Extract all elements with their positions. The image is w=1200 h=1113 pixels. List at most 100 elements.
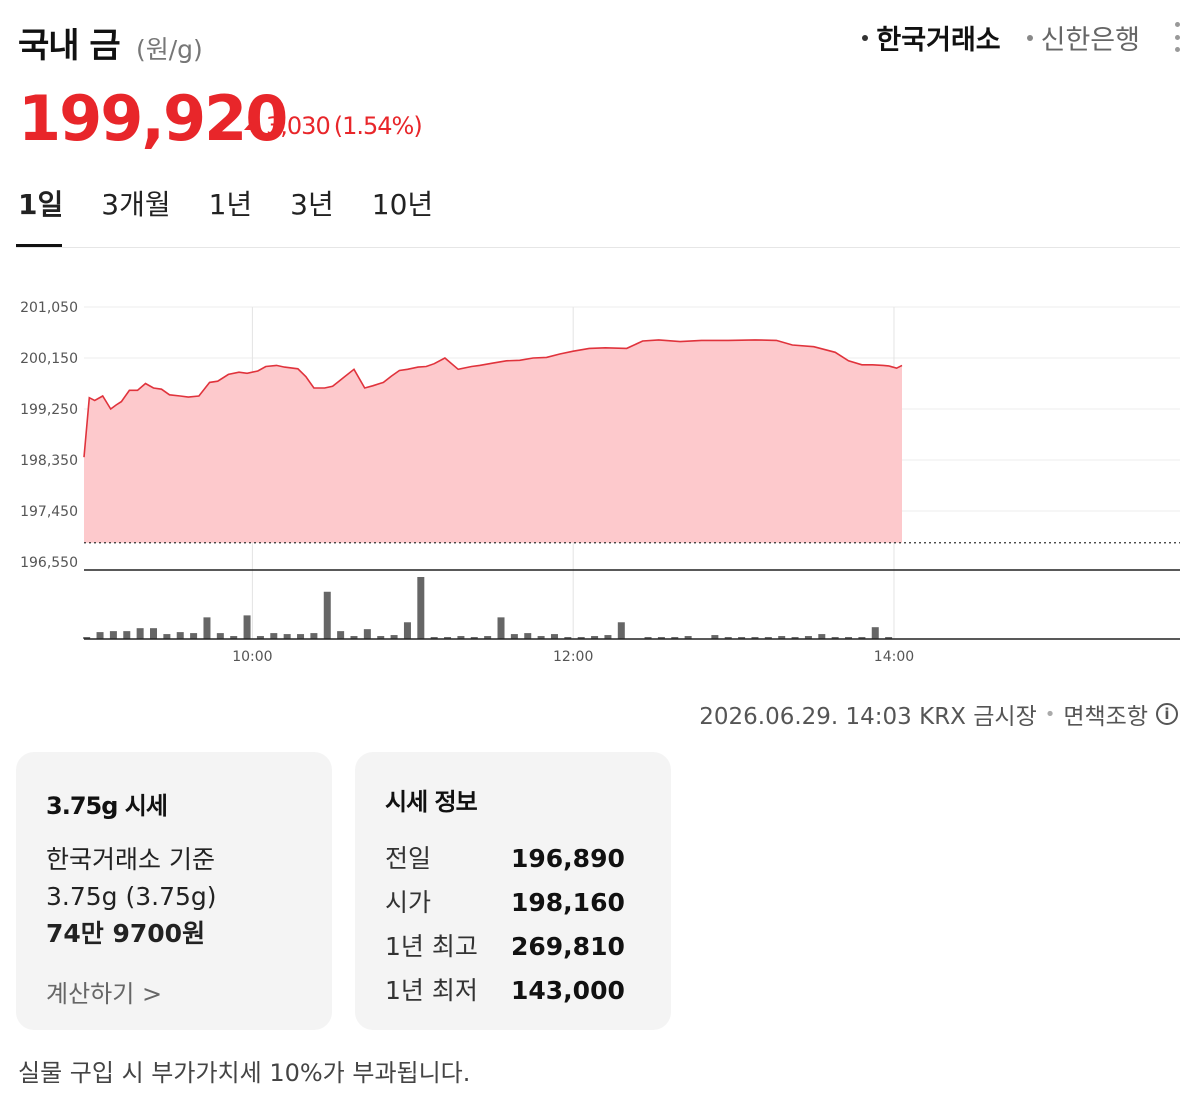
volume-bar	[537, 636, 545, 639]
exchange-krx[interactable]: 한국거래소	[862, 18, 1001, 57]
y-tick-label: 201,050	[20, 300, 78, 316]
y-tick-label: 199,250	[20, 402, 78, 418]
active-tab-indicator	[16, 244, 62, 247]
weight-text: 3.75g (3.75g)	[46, 882, 217, 911]
unit-label: (원/g)	[136, 35, 203, 64]
source-info: 2026.06.29. 14:03 KRX 금시장 • 면책조항 i	[699, 697, 1178, 731]
y-tick-label: 196,550	[20, 555, 78, 571]
volume-bar	[457, 636, 465, 639]
more-dot	[1174, 22, 1180, 27]
calculate-link[interactable]: 계산하기 >	[46, 980, 163, 1008]
volume-bar	[243, 615, 251, 639]
exchange-shinhan-label: 신한은행	[1040, 25, 1140, 56]
volume-bar	[577, 637, 585, 639]
info-label: 시가	[385, 888, 432, 917]
current-price: 199,920	[18, 82, 288, 155]
info-row-52w-low: 1년 최저 143,000	[385, 969, 641, 1013]
price-area	[84, 339, 902, 543]
y-tick-label: 200,150	[20, 351, 78, 367]
volume-bar	[203, 617, 211, 639]
change-percent: (1.54%)	[333, 112, 423, 140]
change-amount: 3,030	[266, 112, 331, 140]
volume-bar	[671, 637, 679, 639]
volume-bar	[804, 636, 812, 639]
info-value: 143,000	[511, 976, 625, 1005]
info-value: 196,890	[511, 844, 625, 873]
volume-bar	[83, 637, 91, 639]
volume-bar	[310, 633, 318, 639]
info-label: 전일	[385, 844, 432, 873]
volume-bar	[604, 635, 612, 639]
volume-bar	[738, 637, 746, 639]
info-label: 1년 최저	[385, 976, 478, 1005]
card-title: 3.75g 시세	[46, 792, 168, 820]
volume-bar	[297, 634, 305, 639]
disclaimer-link[interactable]: 면책조항	[1063, 704, 1148, 730]
volume-bar	[163, 634, 171, 639]
volume-bar	[470, 637, 478, 639]
price-per-3.75g-card: 3.75g 시세 한국거래소 기준 3.75g (3.75g) 74만 9700…	[16, 752, 332, 1030]
volume-bar	[350, 636, 358, 639]
page-title: 국내 금	[18, 26, 121, 66]
volume-bar	[444, 637, 452, 639]
more-options-icon[interactable]	[1172, 22, 1182, 52]
volume-bar	[617, 622, 625, 639]
info-value: 198,160	[511, 888, 625, 917]
volume-bar	[216, 633, 224, 639]
volume-bar	[150, 628, 158, 639]
volume-bar	[136, 628, 144, 639]
price-chart[interactable]: 201,050 200,150 199,250 198,350 197,450 196,5…	[0, 280, 1200, 680]
volume-bar	[190, 633, 198, 639]
volume-bar	[591, 636, 599, 639]
volume-bar	[831, 637, 839, 639]
volume-bar	[323, 591, 331, 639]
volume-bar	[337, 631, 345, 639]
tab-3years[interactable]: 3년	[290, 188, 334, 221]
volume-bar	[751, 637, 759, 639]
exchange-shinhan[interactable]: 신한은행	[1026, 18, 1140, 57]
volume-bar	[845, 637, 853, 639]
volume-bar	[657, 637, 665, 639]
volume-bar	[123, 631, 131, 639]
volume-bar	[885, 637, 893, 639]
volume-bar	[270, 633, 278, 639]
tabs-divider	[16, 247, 1180, 248]
period-tabs: 1일 3개월 1년 3년 10년	[18, 183, 471, 223]
price-line	[83, 339, 903, 458]
volume-bar	[256, 636, 264, 639]
volume-bar	[403, 622, 411, 639]
volume-bar	[96, 632, 104, 639]
tab-10years[interactable]: 10년	[371, 188, 434, 221]
x-tick-label: 10:00	[232, 649, 272, 665]
volume-bar	[497, 617, 505, 639]
volume-bar	[550, 634, 558, 639]
volume-bar	[858, 637, 866, 639]
tab-3months[interactable]: 3개월	[101, 188, 171, 221]
exchange-krx-label: 한국거래소	[876, 25, 1001, 56]
volume-bar	[764, 637, 772, 639]
volume-bar	[524, 633, 532, 639]
volume-bar	[230, 636, 238, 639]
volume-bar	[109, 631, 117, 639]
tab-1day[interactable]: 1일	[18, 188, 64, 221]
timestamp-text: 2026.06.29. 14:03 KRX 금시장	[699, 704, 1037, 730]
volume-bar	[818, 634, 826, 639]
volume-bar	[430, 637, 438, 639]
card-title: 시세 정보	[385, 788, 478, 816]
y-tick-label: 197,450	[20, 504, 78, 520]
bullet-icon	[1026, 34, 1033, 41]
x-tick-label: 14:00	[874, 649, 914, 665]
converted-price: 74만 9700원	[46, 919, 206, 948]
volume-bar	[711, 635, 719, 639]
exchange-selector: 한국거래소 신한은행	[862, 18, 1140, 57]
volume-bar	[778, 636, 786, 639]
info-icon[interactable]: i	[1156, 703, 1178, 725]
volume-bar	[377, 636, 385, 639]
info-label: 1년 최고	[385, 932, 478, 961]
info-row-prev-close: 전일 196,890	[385, 837, 641, 881]
tab-1year[interactable]: 1년	[208, 188, 253, 221]
more-dot	[1174, 34, 1180, 40]
volume-bar	[644, 637, 652, 639]
volume-bar	[390, 635, 398, 639]
info-row-open: 시가 198,160	[385, 881, 641, 925]
